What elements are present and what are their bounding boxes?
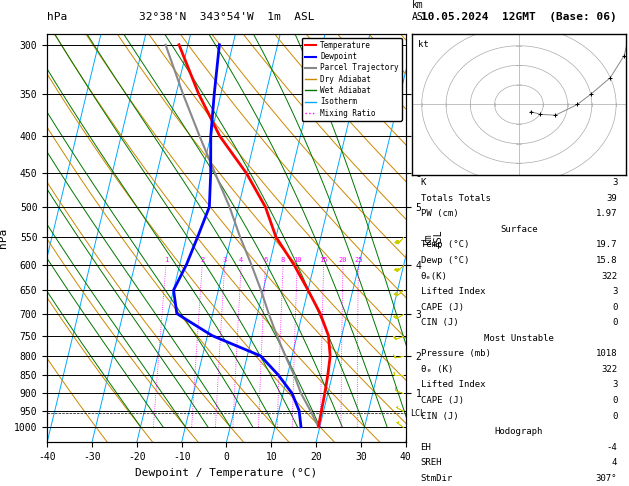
X-axis label: Dewpoint / Temperature (°C): Dewpoint / Temperature (°C)	[135, 468, 318, 478]
Text: 0: 0	[612, 396, 617, 405]
Text: hPa: hPa	[47, 12, 67, 22]
Text: km
ASL: km ASL	[412, 0, 430, 22]
Y-axis label: hPa: hPa	[0, 228, 8, 248]
Text: 1: 1	[164, 257, 168, 262]
Text: 39: 39	[606, 194, 617, 203]
Text: Temp (°C): Temp (°C)	[421, 241, 469, 249]
Text: 322: 322	[601, 365, 617, 374]
Text: 4: 4	[239, 257, 243, 262]
Text: 15.8: 15.8	[596, 256, 617, 265]
Text: 4: 4	[612, 458, 617, 467]
Text: 3: 3	[612, 381, 617, 389]
Text: 1.97: 1.97	[596, 209, 617, 218]
Text: Lifted Index: Lifted Index	[421, 381, 485, 389]
Text: θₑ (K): θₑ (K)	[421, 365, 453, 374]
Text: 25: 25	[354, 257, 363, 262]
Text: 3: 3	[612, 287, 617, 296]
Text: 1018: 1018	[596, 349, 617, 358]
Text: θₑ(K): θₑ(K)	[421, 272, 447, 280]
Text: Most Unstable: Most Unstable	[484, 334, 554, 343]
Text: 6: 6	[264, 257, 267, 262]
Text: 32°38'N  343°54'W  1m  ASL: 32°38'N 343°54'W 1m ASL	[138, 12, 314, 22]
Text: 10: 10	[293, 257, 301, 262]
Text: 10.05.2024  12GMT  (Base: 06): 10.05.2024 12GMT (Base: 06)	[421, 12, 617, 22]
Text: CIN (J): CIN (J)	[421, 412, 458, 420]
Text: 307°: 307°	[596, 474, 617, 483]
Text: 3: 3	[612, 178, 617, 187]
Text: kt: kt	[418, 40, 429, 49]
Y-axis label: km
ASL: km ASL	[423, 229, 444, 247]
Text: Surface: Surface	[500, 225, 538, 234]
Text: StmDir: StmDir	[421, 474, 453, 483]
Text: Hodograph: Hodograph	[495, 427, 543, 436]
Text: 322: 322	[601, 272, 617, 280]
Text: CIN (J): CIN (J)	[421, 318, 458, 327]
Text: PW (cm): PW (cm)	[421, 209, 458, 218]
Text: LCL: LCL	[410, 409, 425, 417]
Text: EH: EH	[421, 443, 431, 451]
Text: -4: -4	[606, 443, 617, 451]
Text: 3: 3	[223, 257, 227, 262]
Text: SREH: SREH	[421, 458, 442, 467]
Text: 19.7: 19.7	[596, 241, 617, 249]
Text: 2: 2	[200, 257, 204, 262]
Text: Pressure (mb): Pressure (mb)	[421, 349, 491, 358]
Text: CAPE (J): CAPE (J)	[421, 303, 464, 312]
Text: 0: 0	[612, 412, 617, 420]
Text: CAPE (J): CAPE (J)	[421, 396, 464, 405]
Text: 15: 15	[320, 257, 328, 262]
Legend: Temperature, Dewpoint, Parcel Trajectory, Dry Adiabat, Wet Adiabat, Isotherm, Mi: Temperature, Dewpoint, Parcel Trajectory…	[302, 38, 402, 121]
Text: 0: 0	[612, 318, 617, 327]
Text: Totals Totals: Totals Totals	[421, 194, 491, 203]
Text: 20: 20	[339, 257, 347, 262]
Text: Dewp (°C): Dewp (°C)	[421, 256, 469, 265]
Text: 0: 0	[612, 303, 617, 312]
Text: Lifted Index: Lifted Index	[421, 287, 485, 296]
Text: K: K	[421, 178, 426, 187]
Text: 8: 8	[281, 257, 285, 262]
